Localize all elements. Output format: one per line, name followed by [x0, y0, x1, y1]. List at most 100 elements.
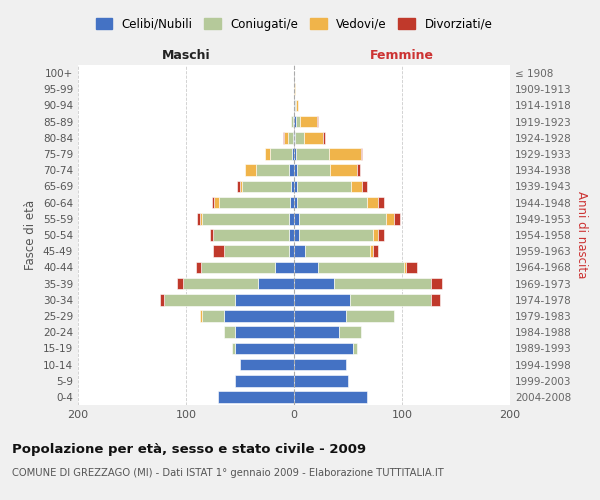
- Bar: [294, 84, 295, 95]
- Bar: [224, 246, 289, 257]
- Bar: [287, 132, 293, 143]
- Bar: [431, 278, 442, 289]
- Bar: [404, 262, 406, 273]
- Bar: [235, 342, 294, 354]
- Bar: [297, 197, 367, 208]
- Bar: [361, 148, 362, 160]
- Text: Popolazione per età, sesso e stato civile - 2009: Popolazione per età, sesso e stato civil…: [12, 442, 366, 456]
- Bar: [270, 148, 292, 160]
- Bar: [224, 310, 294, 322]
- Bar: [294, 100, 295, 112]
- Bar: [178, 278, 183, 289]
- Bar: [265, 148, 270, 160]
- Bar: [329, 148, 361, 160]
- Bar: [351, 180, 362, 192]
- Bar: [164, 294, 235, 306]
- Bar: [284, 132, 287, 143]
- Bar: [406, 262, 417, 273]
- Bar: [294, 294, 350, 306]
- Bar: [299, 213, 386, 224]
- Bar: [294, 375, 348, 386]
- Bar: [235, 326, 294, 338]
- Bar: [304, 132, 323, 143]
- Bar: [317, 116, 318, 128]
- Bar: [218, 391, 294, 402]
- Bar: [292, 148, 294, 160]
- Bar: [294, 116, 296, 128]
- Bar: [334, 278, 431, 289]
- Bar: [353, 342, 356, 354]
- Bar: [294, 391, 367, 402]
- Legend: Celibi/Nubili, Coniugati/e, Vedovi/e, Divorziati/e: Celibi/Nubili, Coniugati/e, Vedovi/e, Di…: [91, 13, 497, 36]
- Bar: [294, 278, 334, 289]
- Bar: [294, 132, 295, 143]
- Y-axis label: Anni di nascita: Anni di nascita: [575, 192, 588, 278]
- Bar: [386, 213, 394, 224]
- Bar: [294, 262, 318, 273]
- Bar: [240, 180, 242, 192]
- Bar: [197, 213, 200, 224]
- Bar: [294, 246, 305, 257]
- Bar: [362, 180, 367, 192]
- Bar: [305, 246, 370, 257]
- Bar: [373, 229, 378, 241]
- Bar: [296, 100, 298, 112]
- Bar: [224, 326, 235, 338]
- Bar: [235, 294, 294, 306]
- Bar: [289, 229, 294, 241]
- Bar: [200, 310, 202, 322]
- Text: Femmine: Femmine: [370, 49, 434, 62]
- Bar: [220, 197, 290, 208]
- Bar: [242, 180, 291, 192]
- Text: COMUNE DI GREZZAGO (MI) - Dati ISTAT 1° gennaio 2009 - Elaborazione TUTTITALIA.I: COMUNE DI GREZZAGO (MI) - Dati ISTAT 1° …: [12, 468, 444, 477]
- Bar: [259, 278, 294, 289]
- Bar: [297, 180, 351, 192]
- Bar: [293, 132, 294, 143]
- Bar: [294, 342, 353, 354]
- Bar: [329, 164, 356, 176]
- Bar: [346, 310, 394, 322]
- Bar: [297, 164, 329, 176]
- Bar: [294, 310, 346, 322]
- Bar: [296, 148, 329, 160]
- Bar: [318, 262, 404, 273]
- Bar: [214, 197, 220, 208]
- Bar: [240, 358, 294, 370]
- Bar: [213, 229, 289, 241]
- Bar: [431, 294, 440, 306]
- Bar: [202, 213, 289, 224]
- Bar: [294, 148, 296, 160]
- Bar: [291, 180, 294, 192]
- Bar: [370, 246, 373, 257]
- Bar: [294, 213, 299, 224]
- Bar: [237, 180, 240, 192]
- Bar: [323, 132, 325, 143]
- Bar: [210, 229, 213, 241]
- Bar: [301, 116, 317, 128]
- Bar: [291, 116, 293, 128]
- Bar: [275, 262, 294, 273]
- Bar: [256, 164, 289, 176]
- Bar: [294, 180, 297, 192]
- Bar: [378, 197, 383, 208]
- Bar: [289, 164, 294, 176]
- Bar: [235, 375, 294, 386]
- Bar: [160, 294, 164, 306]
- Bar: [340, 326, 361, 338]
- Bar: [196, 262, 201, 273]
- Bar: [294, 229, 299, 241]
- Bar: [212, 197, 214, 208]
- Bar: [373, 246, 378, 257]
- Bar: [289, 246, 294, 257]
- Bar: [296, 116, 301, 128]
- Bar: [295, 100, 296, 112]
- Bar: [201, 262, 275, 273]
- Bar: [294, 164, 297, 176]
- Bar: [295, 132, 304, 143]
- Bar: [356, 164, 360, 176]
- Bar: [183, 278, 259, 289]
- Bar: [283, 132, 284, 143]
- Bar: [290, 197, 294, 208]
- Bar: [294, 326, 340, 338]
- Bar: [202, 310, 224, 322]
